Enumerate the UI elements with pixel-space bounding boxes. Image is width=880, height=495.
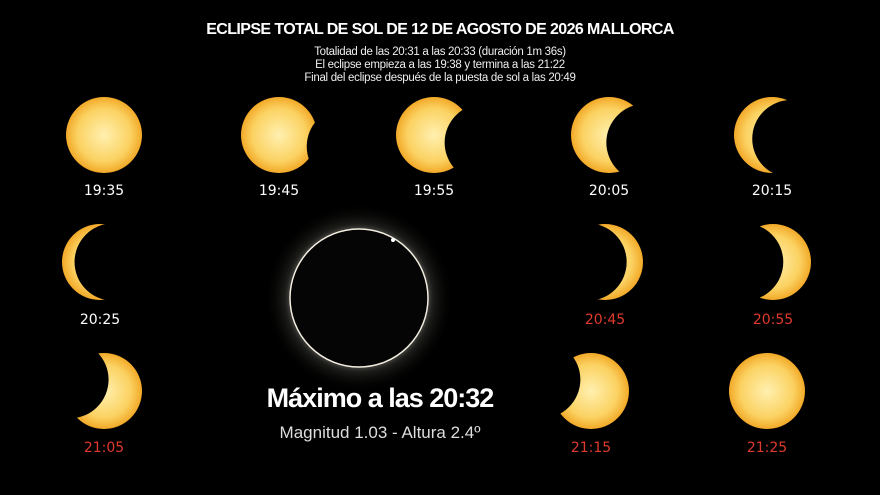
moon-disc [606, 103, 684, 182]
subtitle-sunset: Final del eclipse después de la puesta d… [304, 72, 576, 84]
maximum-title: Máximo a las 20:32 [266, 383, 495, 413]
maximum-details: Magnitud 1.03 - Altura 2.4º [279, 423, 481, 442]
phase-time-label: 21:15 [570, 440, 612, 456]
moon-disc [502, 340, 581, 419]
eclipse-phase-1945 [241, 97, 385, 186]
eclipse-phase-1955 [396, 97, 523, 182]
subtitle-totality: Totalidad de las 20:31 a las 20:33 (dura… [314, 46, 566, 58]
phase-time-label: 21:25 [746, 440, 788, 456]
eclipse-phase-1935 [66, 97, 142, 173]
phase-time-label: 20:45 [584, 312, 626, 328]
moon-disc [306, 107, 385, 186]
eclipse-phase-2045 [549, 223, 643, 301]
subtitle-start-end: El eclipse empieza a las 19:38 y termina… [315, 59, 565, 71]
moon-disc [31, 340, 109, 419]
total-eclipse-image [264, 203, 454, 393]
phase-time-label: 19:55 [413, 183, 455, 199]
phase-time-label: 20:25 [79, 312, 121, 328]
moon-disc [752, 100, 830, 178]
phase-time-label: 20:05 [588, 183, 630, 199]
eclipse-phase-2005 [571, 97, 684, 182]
sun-disc [66, 97, 142, 173]
eclipse-phase-2025 [62, 223, 153, 301]
phase-time-label: 19:45 [258, 183, 300, 199]
page-title: ECLIPSE TOTAL DE SOL DE 12 DE AGOSTO DE … [206, 21, 674, 38]
phase-time-label: 19:35 [83, 183, 125, 199]
phase-time-label: 20:55 [752, 312, 794, 328]
phase-time-label: 20:15 [751, 183, 793, 199]
eclipse-phase-2055 [705, 223, 811, 301]
sun-disc [241, 97, 317, 173]
eclipse-phase-2105 [31, 340, 142, 429]
sun-disc [729, 353, 805, 429]
phase-time-label: 21:05 [83, 440, 125, 456]
eclipse-phase-2115 [502, 340, 629, 429]
moon-disc [705, 223, 784, 301]
eclipse-phase-2125 [729, 353, 805, 429]
moon-disc [549, 223, 627, 301]
eclipse-phase-2015 [734, 97, 830, 178]
moon-disc [444, 103, 523, 182]
moon-disc [74, 223, 153, 301]
